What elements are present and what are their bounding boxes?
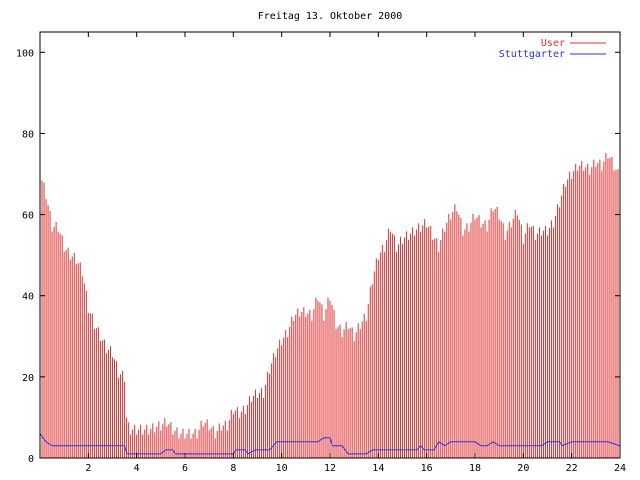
x-tick-label: 18 xyxy=(469,463,481,474)
y-tick-label: 20 xyxy=(22,373,34,384)
y-tick-label: 0 xyxy=(28,454,34,465)
x-tick-label: 14 xyxy=(372,463,384,474)
legend: User Stuttgarter xyxy=(499,38,606,60)
x-axis: 2 4 6 8 10 12 14 16 18 20 22 24 xyxy=(85,32,626,474)
x-tick-label: 6 xyxy=(182,463,188,474)
x-tick-label: 20 xyxy=(517,463,529,474)
x-tick-label: 22 xyxy=(566,463,578,474)
user-bars xyxy=(39,152,621,458)
x-tick-label: 4 xyxy=(134,463,140,474)
x-tick-label: 24 xyxy=(614,463,626,474)
y-tick-label: 80 xyxy=(22,129,34,140)
x-tick-label: 12 xyxy=(324,463,336,474)
y-tick-label: 60 xyxy=(22,211,34,222)
stuttgarter-line xyxy=(39,433,621,455)
chart-title: Freitag 13. Oktober 2000 xyxy=(258,11,403,22)
y-tick-label: 40 xyxy=(22,292,34,303)
x-tick-label: 10 xyxy=(276,463,288,474)
legend-user-label: User xyxy=(541,38,565,49)
x-tick-label: 2 xyxy=(85,463,91,474)
stuttgarter-line-group xyxy=(39,433,621,455)
x-tick-label: 16 xyxy=(421,463,433,474)
x-tick-label: 8 xyxy=(230,463,236,474)
y-tick-label: 100 xyxy=(16,48,34,59)
legend-stuttgarter-label: Stuttgarter xyxy=(499,49,565,60)
y-axis: 0 20 40 60 80 100 xyxy=(16,48,620,465)
